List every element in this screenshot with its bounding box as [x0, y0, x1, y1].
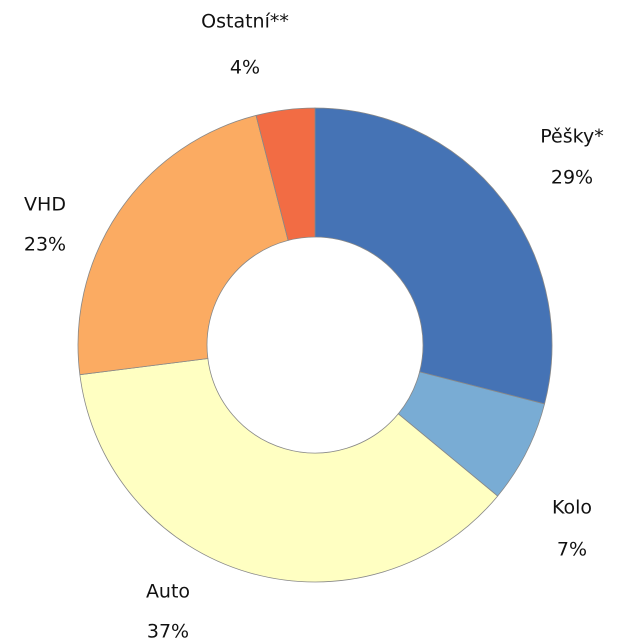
- category-label: VHD: [24, 194, 66, 216]
- category-label: Pěšky*: [540, 126, 603, 148]
- value-label: 7%: [557, 539, 587, 561]
- value-label: 4%: [230, 57, 260, 79]
- donut-slice: [77, 114, 289, 376]
- value-label: 37%: [147, 621, 189, 642]
- category-label: Kolo: [552, 497, 592, 519]
- value-label: 23%: [24, 234, 66, 256]
- category-label: Ostatní**: [201, 11, 289, 33]
- donut-slice: [255, 107, 316, 241]
- value-label: 29%: [551, 167, 593, 189]
- donut-slice: [79, 358, 499, 583]
- donut-slice: [314, 107, 553, 405]
- category-label: Auto: [146, 581, 190, 603]
